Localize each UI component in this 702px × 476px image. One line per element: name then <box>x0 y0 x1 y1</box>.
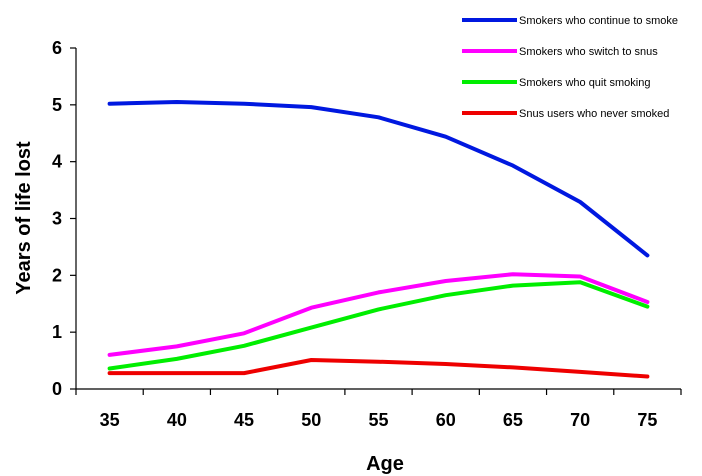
x-tick-label: 40 <box>167 410 187 430</box>
series-line-0 <box>107 100 650 258</box>
y-ticks: 0 1 2 3 4 5 6 <box>52 38 76 399</box>
y-tick-label: 4 <box>52 152 62 172</box>
legend-label-0: Smokers who continue to smoke <box>519 15 678 27</box>
series-line-2 <box>107 280 650 371</box>
x-tick-label: 55 <box>368 410 388 430</box>
y-tick-label: 5 <box>52 95 62 115</box>
legend-label-3: Snus users who never smoked <box>519 108 669 120</box>
y-tick-label: 0 <box>52 379 62 399</box>
axes <box>75 48 681 390</box>
x-tick-label: 45 <box>234 410 254 430</box>
x-tick-label: 35 <box>100 410 120 430</box>
legend-label-1: Smokers who switch to snus <box>519 46 658 58</box>
x-tick-label: 65 <box>503 410 523 430</box>
series-line-3 <box>107 358 650 379</box>
x-ticks: 35 40 45 50 55 60 65 70 75 <box>75 389 682 430</box>
series-lines <box>107 100 650 379</box>
x-tick-label: 60 <box>436 410 456 430</box>
y-tick-label: 1 <box>52 322 62 342</box>
y-tick-label: 6 <box>52 38 62 58</box>
y-tick-label: 2 <box>52 265 62 285</box>
legend-label-2: Smokers who quit smoking <box>519 77 650 89</box>
x-tick-label: 70 <box>570 410 590 430</box>
x-tick-label: 50 <box>301 410 321 430</box>
x-tick-label: 75 <box>637 410 657 430</box>
legend: Smokers who continue to smoke Smokers who… <box>462 15 678 120</box>
series-line-1 <box>107 272 650 357</box>
x-axis-title: Age <box>366 453 404 475</box>
y-tick-label: 3 <box>52 209 62 229</box>
y-axis-title: Years of life lost <box>13 141 35 295</box>
